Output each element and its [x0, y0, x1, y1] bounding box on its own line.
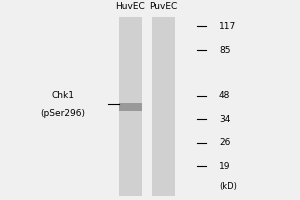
Bar	[119, 17, 142, 196]
Text: 85: 85	[219, 46, 230, 55]
Text: HuvEC: HuvEC	[116, 2, 146, 11]
Text: 117: 117	[219, 22, 236, 31]
Text: PuvEC: PuvEC	[149, 2, 178, 11]
Text: 48: 48	[219, 91, 230, 100]
Text: 19: 19	[219, 162, 230, 171]
Text: (kD): (kD)	[219, 182, 237, 191]
Text: 34: 34	[219, 115, 230, 124]
Bar	[152, 17, 175, 196]
Text: Chk1: Chk1	[52, 91, 74, 100]
Text: 26: 26	[219, 138, 230, 147]
Text: (pSer296): (pSer296)	[40, 109, 86, 118]
Bar	[119, 103, 142, 111]
